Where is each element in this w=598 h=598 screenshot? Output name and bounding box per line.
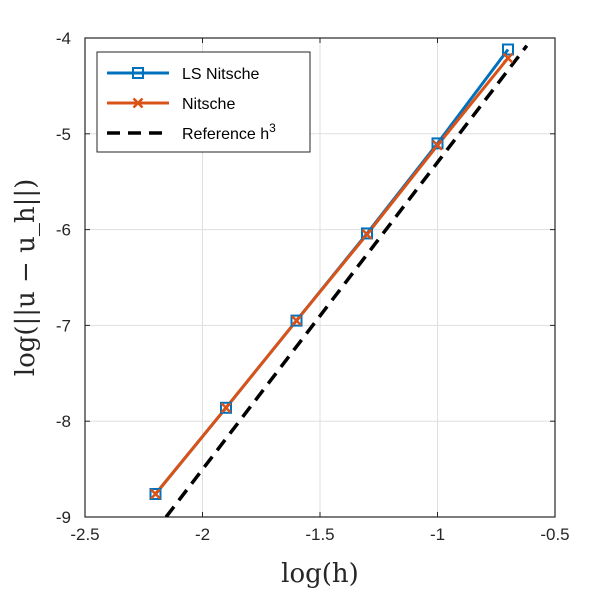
- series-clip-group: [154, 44, 529, 517]
- series-point-x-stroke: [361, 229, 373, 240]
- y-tick-label: -6: [56, 221, 71, 240]
- ticks: -2.5 -2 -1.5 -1 -0.5 -9 -8 -7 -6 -5 -4: [56, 29, 570, 544]
- x-tick-label: -2: [195, 525, 210, 544]
- y-tick-label: -7: [56, 316, 71, 335]
- legend-marker-x: [132, 97, 144, 109]
- series-line-1: [154, 57, 510, 495]
- series-point-square: [431, 137, 444, 150]
- x-tick-label: -2.5: [70, 525, 99, 544]
- y-tick-label: -5: [56, 125, 71, 144]
- legend-label-1: Nitsche: [182, 96, 235, 113]
- series-point-square: [149, 488, 162, 501]
- series-point-x: [432, 139, 443, 151]
- x-axis-label: log(h): [281, 559, 359, 589]
- legend-marker-x-stroke: [132, 97, 144, 109]
- x-tick-label: -1.5: [305, 525, 334, 544]
- series-point-x: [502, 52, 514, 64]
- y-tick-label: -8: [56, 412, 71, 431]
- legend-label-0: LS Nitsche: [182, 66, 259, 83]
- x-tick-label: -0.5: [540, 525, 569, 544]
- series-point-x-stroke: [502, 52, 514, 64]
- series-point-x-stroke: [291, 315, 302, 326]
- series-point-square: [290, 314, 303, 327]
- legend-marker-square: [132, 67, 144, 79]
- series-point-x: [220, 402, 232, 414]
- series-point-x-stroke: [432, 139, 443, 151]
- legend: LS Nitsche Nitsche Reference h3: [96, 51, 311, 153]
- series-point-x-stroke: [150, 488, 161, 500]
- legend-label-superscript: 3: [269, 121, 276, 135]
- series-line-2: [164, 44, 529, 517]
- y-tick-label: -9: [56, 508, 71, 527]
- y-tick-label: -4: [56, 29, 71, 48]
- legend-label-2: Reference h3: [182, 121, 276, 143]
- series-point-x: [361, 229, 373, 240]
- series-point-square: [361, 227, 373, 240]
- series-point-square: [502, 43, 514, 56]
- series-point-x: [291, 315, 302, 326]
- series-point-x: [150, 488, 161, 500]
- series-point-x-stroke: [220, 402, 232, 414]
- series: [149, 43, 529, 517]
- x-tick-label: -1: [430, 525, 445, 544]
- y-axis-label: log(||u − u_h||): [11, 179, 41, 377]
- series-point-square: [220, 401, 232, 414]
